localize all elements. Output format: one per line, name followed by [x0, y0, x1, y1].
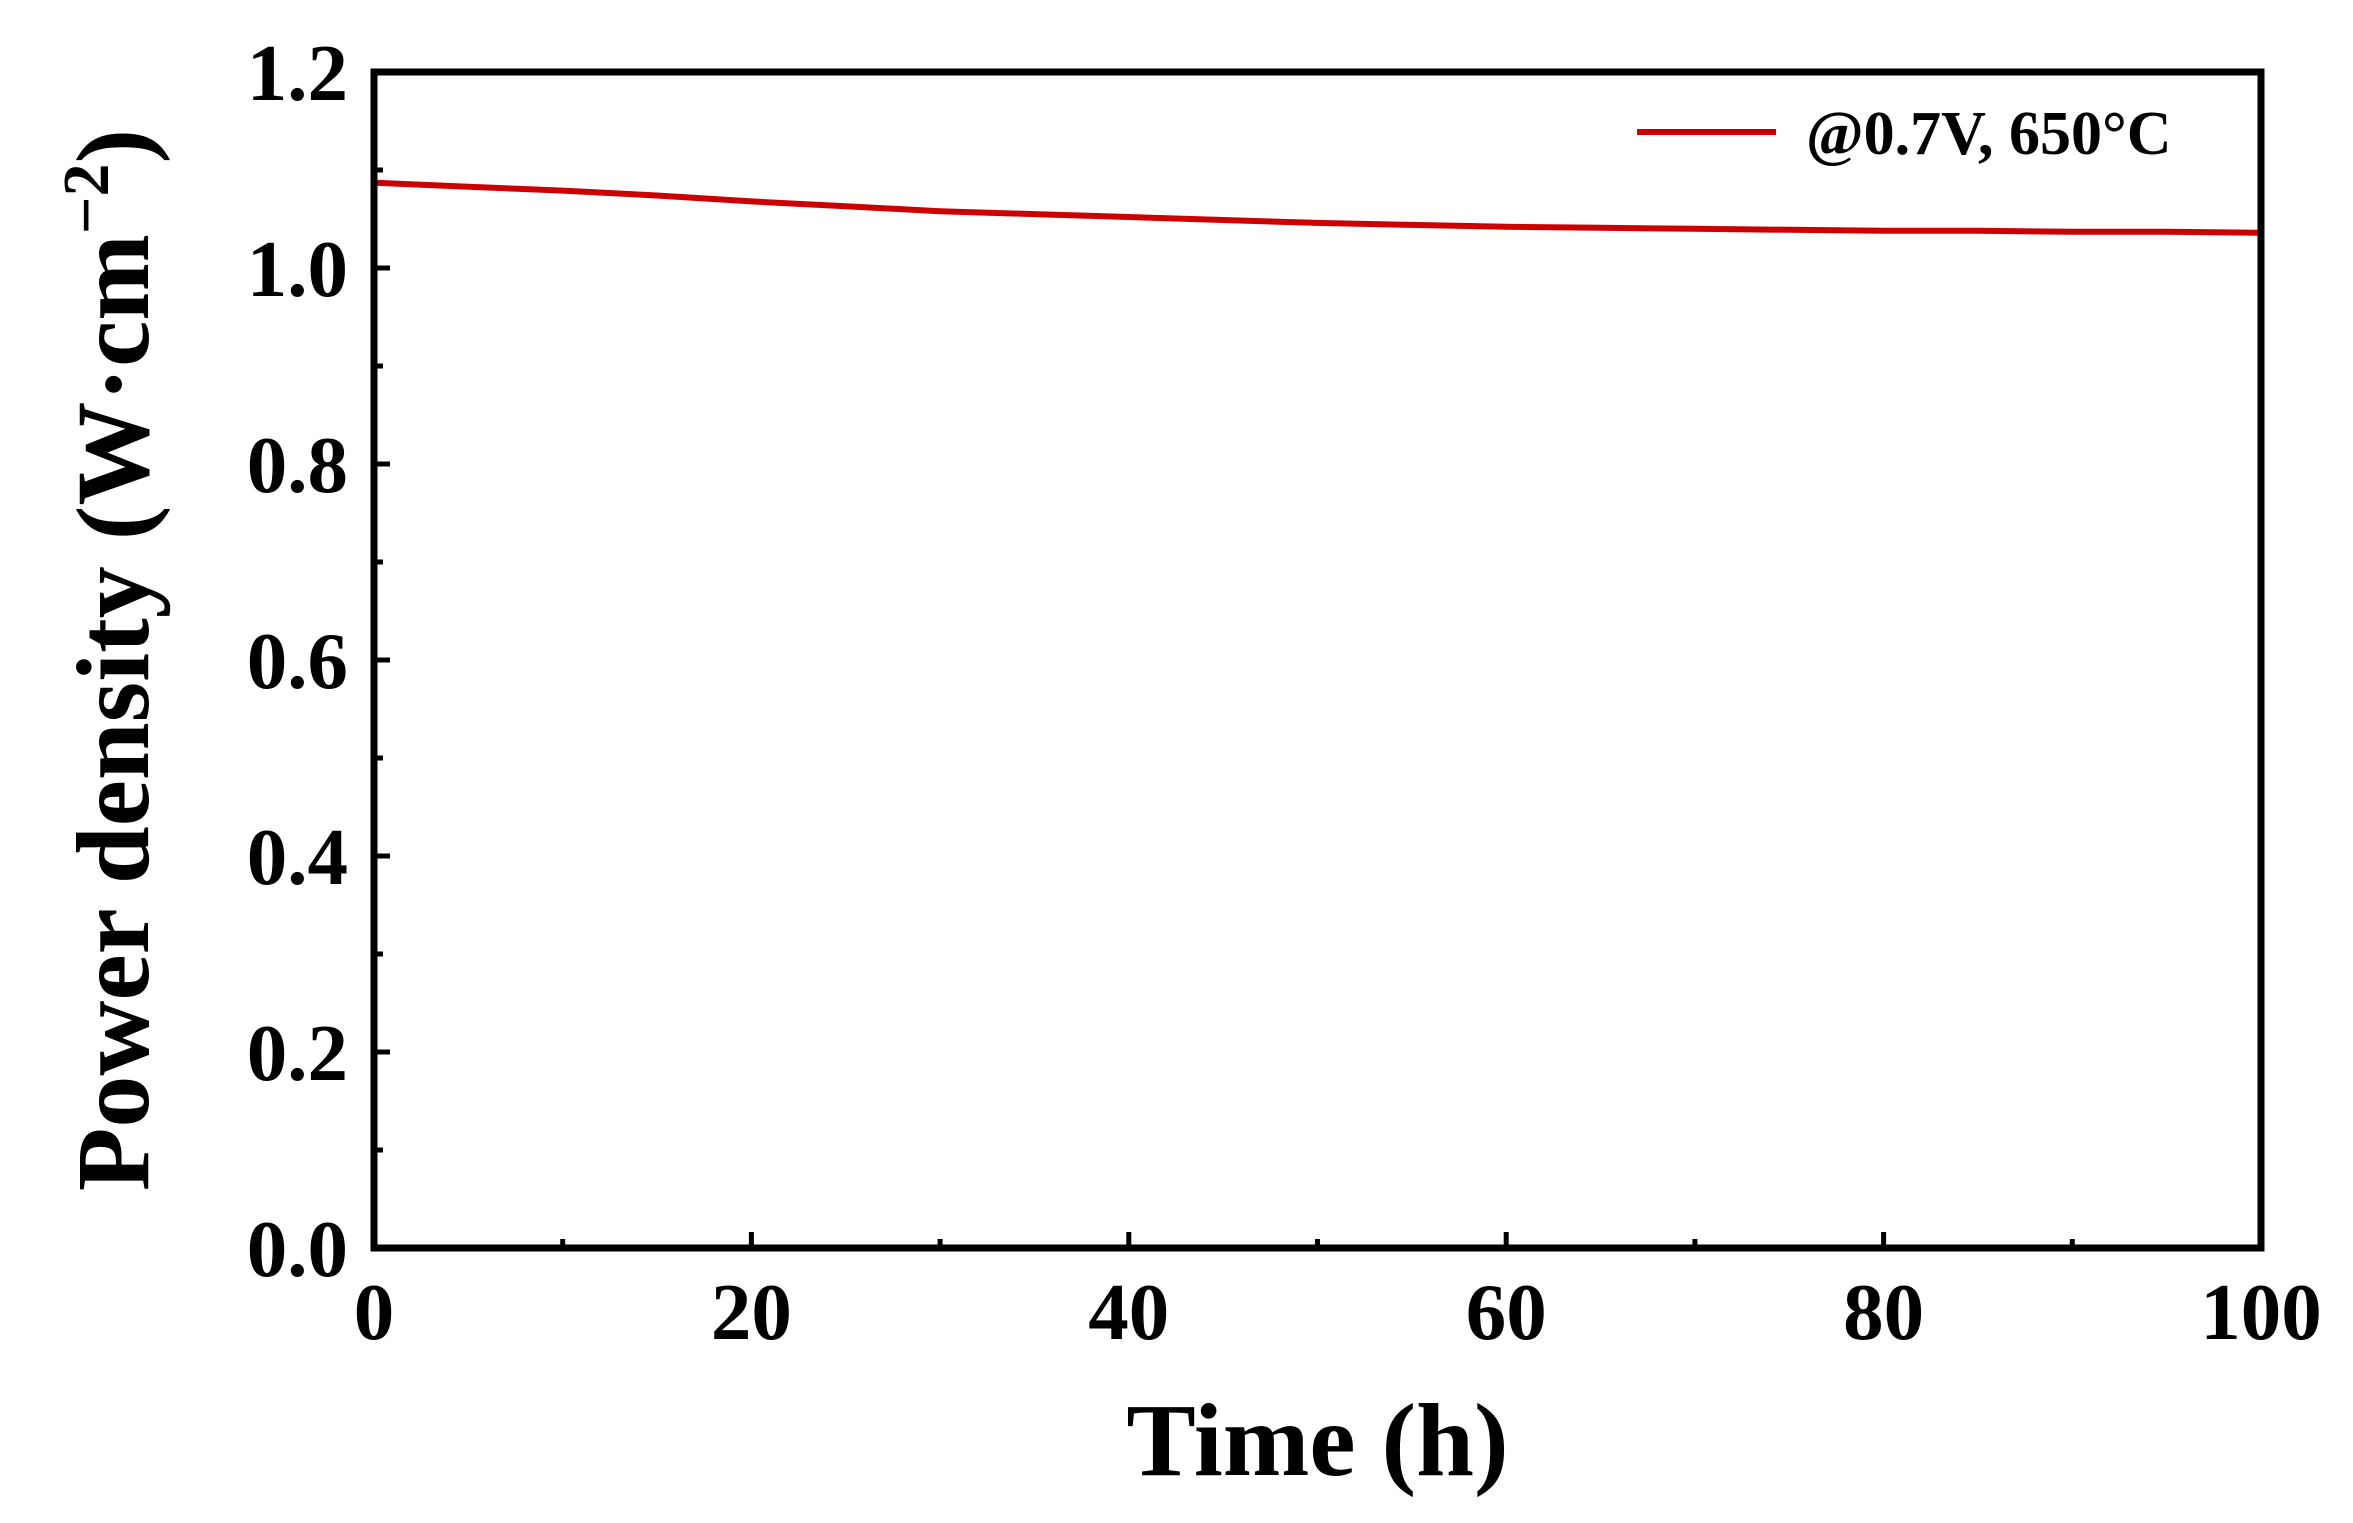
y-axis-title-superscript: −2 — [50, 164, 123, 235]
y-tick-label: 0.2 — [247, 1008, 348, 1098]
tick-labels: 0 20 40 60 80 100 0.0 0.2 0.4 0.6 0.8 1.0 1.2 — [247, 28, 2322, 1357]
x-axis-title: Time (h) — [1126, 1383, 1508, 1498]
y-tick-label: 0.6 — [247, 616, 348, 706]
y-axis-title: Power density (W·cm−2) — [50, 129, 171, 1191]
legend: @0.7V, 650°C — [1637, 100, 2172, 168]
y-tick-label: 1.0 — [247, 224, 348, 314]
x-tick-label: 40 — [1088, 1267, 1169, 1357]
x-tick-label: 80 — [1843, 1267, 1924, 1357]
x-tick-label: 60 — [1466, 1267, 1547, 1357]
y-tick-label: 0.4 — [247, 812, 348, 902]
y-tick-label: 1.2 — [247, 28, 348, 118]
series-layer — [373, 179, 2262, 236]
x-tick-label: 0 — [354, 1267, 395, 1357]
legend-label: @0.7V, 650°C — [1806, 100, 2172, 168]
x-tick-label: 100 — [2200, 1267, 2322, 1357]
y-tick-label: 0.8 — [247, 420, 348, 510]
y-tick-label: 0.0 — [247, 1204, 348, 1294]
plot-frame — [370, 68, 2265, 1252]
y-axis-title-close: ) — [56, 129, 171, 164]
series-line — [373, 179, 2262, 236]
y-axis-title-main: Power density (W·cm — [56, 234, 171, 1191]
x-tick-label: 20 — [711, 1267, 792, 1357]
